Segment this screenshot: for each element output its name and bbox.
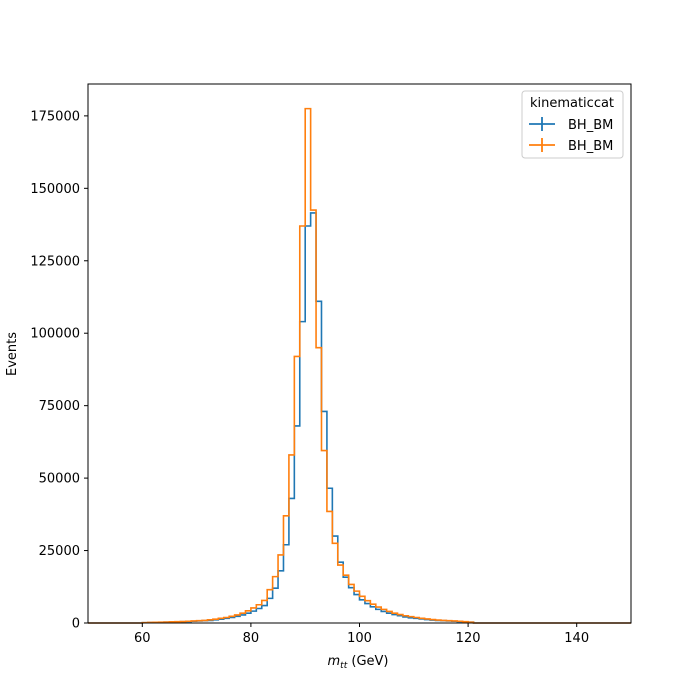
series-2-step-line xyxy=(88,107,631,624)
y-tick-label: 100000 xyxy=(30,327,80,342)
y-tick-label: 0 xyxy=(72,617,80,632)
x-tick-label: 140 xyxy=(564,631,589,646)
y-tick-label: 150000 xyxy=(30,182,80,197)
y-tick-label: 175000 xyxy=(30,109,80,124)
series-1-step-line xyxy=(88,212,631,624)
x-axis-label: mtt (GeV) xyxy=(328,654,389,671)
legend-entries: BH_BM BH_BM xyxy=(529,117,613,154)
plot-frame xyxy=(87,83,632,624)
y-tick-label: 75000 xyxy=(39,399,80,414)
x-tick-label: 120 xyxy=(456,631,481,646)
legend-box xyxy=(521,90,624,159)
legend: kinematiccat BH_BM BH_BM xyxy=(521,90,624,159)
y-axis-ticks: 0 25000 50000 75000 100000 125000 150000 175000 xyxy=(30,109,88,632)
y-tick-label: 25000 xyxy=(39,544,80,559)
legend-label: BH_BM xyxy=(568,139,613,154)
y-tick-label: 125000 xyxy=(30,254,80,269)
x-axis-ticks: 60 80 100 120 140 xyxy=(134,623,589,646)
legend-title: kinematiccat xyxy=(530,96,614,111)
x-tick-label: 60 xyxy=(134,631,151,646)
legend-label: BH_BM xyxy=(568,118,613,133)
y-tick-label: 50000 xyxy=(39,472,80,487)
x-tick-label: 100 xyxy=(347,631,372,646)
series-layer xyxy=(88,107,631,624)
y-axis-label: Events xyxy=(5,332,20,376)
x-tick-label: 80 xyxy=(243,631,260,646)
